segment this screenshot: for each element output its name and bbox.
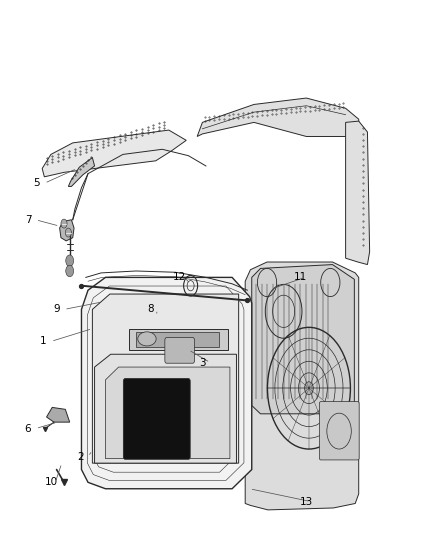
Text: 5: 5	[33, 178, 40, 188]
Polygon shape	[346, 121, 370, 264]
Polygon shape	[60, 220, 74, 241]
Text: 6: 6	[25, 424, 32, 433]
Polygon shape	[245, 262, 359, 510]
Circle shape	[61, 219, 67, 228]
Text: 11: 11	[294, 272, 307, 282]
Text: 3: 3	[199, 358, 206, 368]
Text: 12: 12	[173, 272, 187, 282]
Text: 10: 10	[44, 478, 57, 487]
Text: 2: 2	[77, 452, 84, 462]
Ellipse shape	[138, 332, 156, 346]
Text: 8: 8	[147, 304, 154, 314]
Circle shape	[66, 255, 74, 266]
FancyBboxPatch shape	[319, 402, 359, 460]
Polygon shape	[46, 407, 70, 422]
Polygon shape	[136, 333, 219, 346]
Polygon shape	[92, 294, 239, 463]
Polygon shape	[197, 98, 359, 136]
Text: 7: 7	[25, 215, 32, 225]
Circle shape	[66, 265, 74, 277]
Polygon shape	[252, 264, 354, 414]
Text: 13: 13	[300, 497, 313, 506]
Polygon shape	[81, 277, 252, 489]
Polygon shape	[42, 130, 186, 177]
Circle shape	[65, 228, 71, 237]
Text: 9: 9	[53, 304, 60, 314]
FancyBboxPatch shape	[124, 378, 190, 459]
Text: 1: 1	[40, 336, 46, 346]
Polygon shape	[130, 329, 228, 350]
Polygon shape	[68, 158, 95, 187]
FancyBboxPatch shape	[165, 337, 194, 363]
Polygon shape	[95, 354, 237, 463]
Polygon shape	[106, 367, 230, 459]
